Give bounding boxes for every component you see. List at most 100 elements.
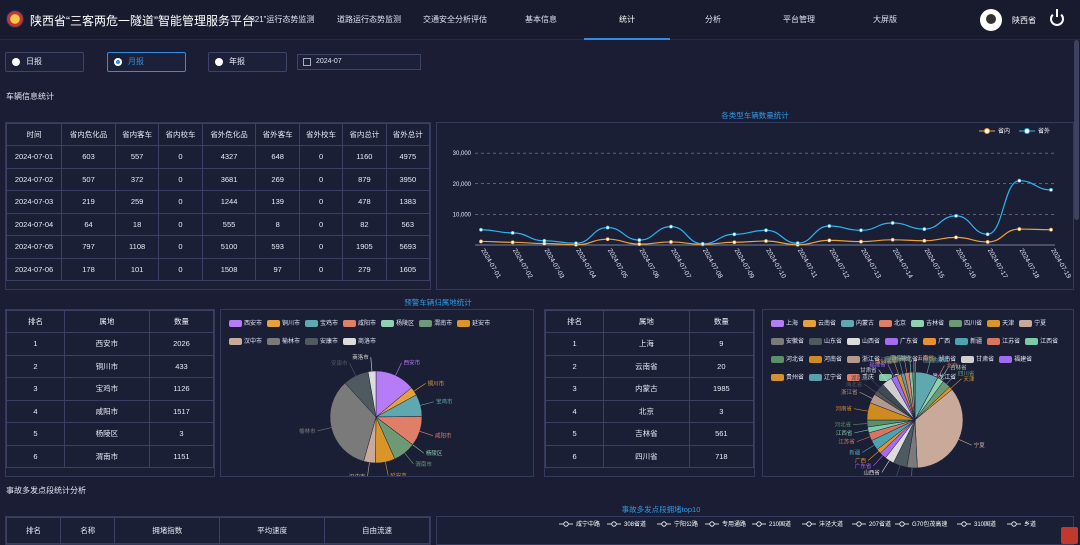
nav-item-321[interactable]: “321”运行态势监测: [247, 15, 315, 24]
legend-label[interactable]: 省内: [998, 127, 1010, 135]
data-point[interactable]: [732, 240, 737, 245]
data-point[interactable]: [827, 224, 832, 228]
data-point[interactable]: [669, 224, 673, 229]
legend-label[interactable]: 308省道: [624, 520, 646, 528]
table-row[interactable]: 2024-07-04 64 18 0 555 8 0 82 563: [6, 212, 430, 236]
table-row[interactable]: 5 杨陵区 3: [6, 422, 214, 446]
table-row[interactable]: 1 西安市 2026: [6, 332, 214, 356]
data-point[interactable]: [1017, 178, 1022, 183]
table-row[interactable]: 6 渭南市 1151: [6, 444, 214, 468]
legend-item[interactable]: 新疆: [955, 337, 982, 348]
data-point[interactable]: [859, 228, 863, 233]
legend-item[interactable]: 浙江省: [847, 355, 880, 366]
pie-slice[interactable]: [367, 370, 377, 418]
legend-item[interactable]: 商洛市: [343, 337, 376, 348]
legend-item[interactable]: 山东省: [809, 337, 842, 348]
legend-item[interactable]: 海北省: [885, 355, 918, 366]
table-row[interactable]: 2024-07-06 178 101 0 1508 97 0 279 1605: [6, 257, 430, 281]
legend-item[interactable]: 重庆: [847, 373, 874, 384]
data-point[interactable]: [479, 239, 483, 244]
radio-yearly[interactable]: 年报: [208, 52, 287, 72]
legend-item[interactable]: 杨陵区: [381, 319, 414, 330]
data-point[interactable]: [510, 240, 515, 245]
data-point[interactable]: [954, 235, 958, 240]
data-point[interactable]: [985, 240, 990, 244]
data-point[interactable]: [700, 241, 705, 246]
legend-label[interactable]: 310国道: [974, 520, 996, 528]
table-row[interactable]: 2024-07-02 507 372 0 3681 269 0 879 3950: [6, 167, 430, 191]
data-point[interactable]: [985, 232, 990, 237]
legend-label[interactable]: 207省道: [869, 520, 891, 528]
legend-item[interactable]: 安徽省: [771, 337, 804, 348]
data-point[interactable]: [1049, 187, 1053, 192]
avatar[interactable]: [980, 9, 1002, 31]
table-row[interactable]: 3 内蒙古 1985: [545, 377, 754, 401]
data-point[interactable]: [859, 239, 863, 244]
legend-item[interactable]: 江苏省: [987, 337, 1020, 348]
radio-monthly[interactable]: 月报: [107, 52, 186, 72]
data-point[interactable]: [605, 225, 610, 230]
nav-item-analysis[interactable]: 分析: [705, 15, 721, 24]
data-point[interactable]: [510, 231, 515, 235]
data-point[interactable]: [764, 228, 768, 233]
data-point[interactable]: [922, 238, 927, 243]
table-row[interactable]: 6 四川省 718: [545, 444, 754, 468]
legend-label[interactable]: 乡道: [1024, 520, 1036, 528]
nav-item-bigscreen[interactable]: 大屏版: [873, 15, 897, 24]
legend-item[interactable]: 山西省: [847, 337, 880, 348]
legend-label[interactable]: 宁阳公路: [674, 520, 698, 528]
legend-item[interactable]: 汉中市: [229, 337, 262, 348]
nav-item-road[interactable]: 道路运行态势监测: [337, 15, 401, 24]
legend-item[interactable]: 安康市: [305, 337, 338, 348]
nav-item-safety[interactable]: 交通安全分析评估: [423, 15, 487, 24]
data-point[interactable]: [795, 241, 800, 246]
data-point[interactable]: [637, 238, 642, 242]
table-row[interactable]: 4 咸阳市 1517: [6, 399, 214, 423]
table-row[interactable]: 2 云南省 20: [545, 354, 754, 378]
legend-label[interactable]: 咸宁中路: [576, 520, 600, 528]
nav-item-platform[interactable]: 平台管理: [783, 15, 815, 24]
table-row[interactable]: 3 宝鸡市 1126: [6, 377, 214, 401]
table-row[interactable]: 4 北京 3: [545, 399, 754, 423]
data-point[interactable]: [890, 237, 895, 242]
data-point[interactable]: [764, 239, 768, 243]
legend-label[interactable]: G70包茂高速: [912, 520, 947, 528]
table-row[interactable]: 2 铜川市 433: [6, 354, 214, 378]
legend-label[interactable]: 专用通路: [722, 520, 746, 528]
legend-item[interactable]: 甘肃省: [961, 355, 994, 366]
legend-item[interactable]: 河南省: [809, 355, 842, 366]
legend-item[interactable]: 贵州省: [771, 373, 804, 384]
data-point[interactable]: [732, 232, 737, 237]
flag-icon[interactable]: [1061, 527, 1078, 544]
table-row[interactable]: 2024-07-03 219 259 0 1244 139 0 478 1383: [6, 190, 430, 214]
data-point[interactable]: [479, 227, 483, 232]
legend-item[interactable]: 西安市: [229, 319, 262, 330]
data-point[interactable]: [637, 242, 642, 247]
legend-label[interactable]: 210国道: [769, 520, 791, 528]
legend-item[interactable]: 渭南市: [419, 319, 452, 330]
data-point[interactable]: [574, 241, 578, 246]
scrollbar[interactable]: [1074, 40, 1079, 220]
legend-item[interactable]: 福建省: [999, 355, 1032, 366]
legend-item[interactable]: 广西: [923, 337, 950, 348]
legend-label[interactable]: 沣泾大道: [819, 520, 843, 528]
date-picker[interactable]: 2024-07: [297, 54, 421, 70]
legend-item[interactable]: 咸阳市: [343, 319, 376, 330]
table-row[interactable]: 5 吉林省 561: [545, 422, 754, 446]
table-row[interactable]: 2024-07-01 603 557 0 4327 648 0 1160 4975: [6, 145, 430, 169]
nav-item-statistics[interactable]: 统计: [584, 0, 670, 40]
legend-item[interactable]: 上海: [771, 319, 798, 330]
data-point[interactable]: [954, 214, 958, 218]
data-point[interactable]: [542, 238, 547, 243]
legend-item[interactable]: 延安市: [457, 319, 490, 330]
data-point[interactable]: [890, 221, 895, 225]
table-row[interactable]: 2024-07-05 797 1108 0 5100 593 0 1905 5693: [6, 235, 430, 259]
data-point[interactable]: [669, 240, 673, 244]
legend-item[interactable]: 辽宁省: [809, 373, 842, 384]
legend-item[interactable]: 铜川市: [267, 319, 300, 330]
table-row[interactable]: 1 上海 9: [545, 332, 754, 356]
data-point[interactable]: [1017, 227, 1022, 231]
data-point[interactable]: [922, 227, 927, 231]
legend-item[interactable]: 北京: [879, 319, 906, 330]
legend-item[interactable]: 宝鸡市: [305, 319, 338, 330]
